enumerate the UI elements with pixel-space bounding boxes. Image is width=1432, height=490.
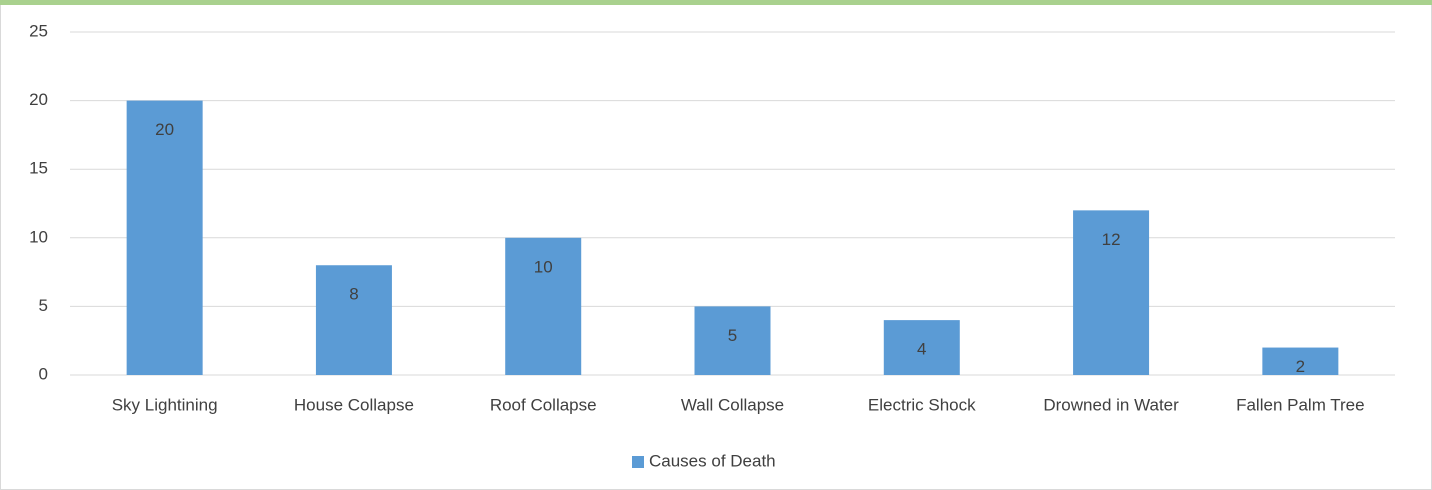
y-tick-label: 5 bbox=[39, 296, 48, 315]
bar bbox=[126, 100, 203, 375]
legend-swatch bbox=[632, 456, 644, 468]
x-tick-label: Sky Lightining bbox=[112, 395, 218, 414]
x-tick-label: Drowned in Water bbox=[1043, 395, 1179, 414]
x-tick-label: Roof Collapse bbox=[490, 395, 597, 414]
y-tick-label: 10 bbox=[29, 227, 48, 246]
data-label: 2 bbox=[1296, 357, 1305, 376]
bar bbox=[505, 237, 582, 375]
y-tick-label: 20 bbox=[29, 90, 48, 109]
y-tick-label: 15 bbox=[29, 159, 48, 178]
data-label: 20 bbox=[155, 120, 174, 139]
legend-label: Causes of Death bbox=[649, 451, 776, 470]
x-tick-label: Electric Shock bbox=[868, 395, 976, 414]
y-tick-label: 0 bbox=[39, 364, 48, 383]
data-label: 12 bbox=[1102, 230, 1121, 249]
bar bbox=[883, 320, 960, 375]
x-tick-label: Fallen Palm Tree bbox=[1236, 395, 1365, 414]
x-tick-label: Wall Collapse bbox=[681, 395, 784, 414]
top-border bbox=[0, 0, 1432, 5]
x-tick-label: House Collapse bbox=[294, 395, 414, 414]
bar bbox=[1073, 210, 1150, 375]
data-label: 4 bbox=[917, 340, 926, 359]
data-label: 8 bbox=[349, 285, 358, 304]
bar bbox=[315, 265, 392, 375]
data-label: 5 bbox=[728, 326, 737, 345]
data-label: 10 bbox=[534, 257, 553, 276]
bar bbox=[1262, 347, 1339, 375]
bar bbox=[694, 306, 771, 375]
y-tick-label: 25 bbox=[29, 21, 48, 40]
